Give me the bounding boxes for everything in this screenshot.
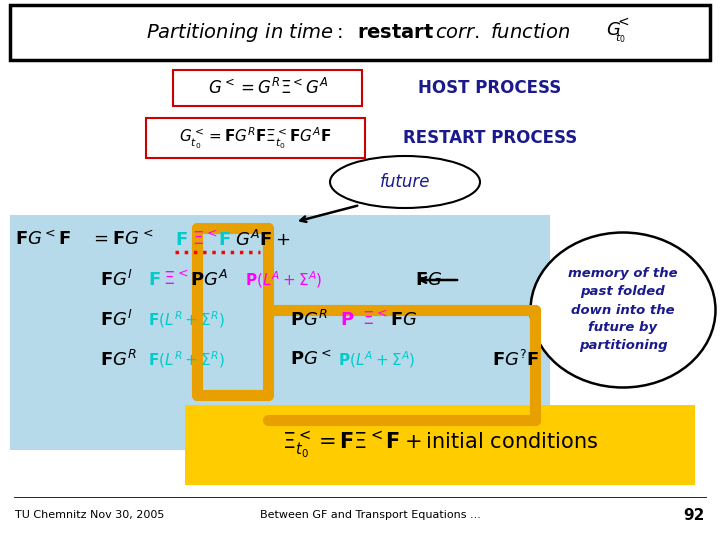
Text: $\Xi^<$: $\Xi^<$ — [163, 271, 188, 289]
Text: $\Xi^<_{t_0}=\mathbf{F}\Xi^<\mathbf{F}+\mathrm{initial\ conditions}$: $\Xi^<_{t_0}=\mathbf{F}\Xi^<\mathbf{F}+\… — [282, 430, 598, 460]
Text: $\mathbf{F}G^<\mathbf{F}$: $\mathbf{F}G^<\mathbf{F}$ — [15, 231, 71, 249]
Text: $<$: $<$ — [615, 15, 630, 29]
Text: $t_0$: $t_0$ — [615, 31, 626, 45]
Text: $\it{corr.\ function}$: $\it{corr.\ function}$ — [435, 24, 570, 43]
Text: $\mathbf{F}(L^R+\Sigma^R)$: $\mathbf{F}(L^R+\Sigma^R)$ — [148, 350, 225, 370]
Text: $\mathbf{P}G^R$: $\mathbf{P}G^R$ — [290, 310, 328, 330]
Text: $\mathbf{F}G^I$: $\mathbf{F}G^I$ — [100, 310, 133, 330]
Text: $\it{Partitioning\ in\ time:}$: $\it{Partitioning\ in\ time:}$ — [146, 22, 355, 44]
FancyBboxPatch shape — [10, 5, 710, 60]
Text: $G^< = G^R\Xi^<G^A$: $G^< = G^R\Xi^<G^A$ — [207, 78, 328, 98]
Ellipse shape — [531, 233, 716, 388]
Text: memory of the
past folded
down into the
future by
partitioning: memory of the past folded down into the … — [568, 267, 678, 353]
Text: HOST PROCESS: HOST PROCESS — [418, 79, 562, 97]
Text: $\mathbf{P}G^<$: $\mathbf{P}G^<$ — [290, 350, 332, 369]
Text: $\mathbf{P}$: $\mathbf{P}$ — [340, 311, 354, 329]
Text: $\mathbf{F}$: $\mathbf{F}$ — [148, 271, 161, 289]
Text: $\mathbf{F}G^R$: $\mathbf{F}G^R$ — [100, 350, 137, 370]
Text: Between GF and Transport Equations ...: Between GF and Transport Equations ... — [260, 510, 480, 520]
Text: $\mathbf{F}(L^R+\Sigma^R)$: $\mathbf{F}(L^R+\Sigma^R)$ — [148, 309, 225, 330]
Text: $=\mathbf{F}G^<$: $=\mathbf{F}G^<$ — [90, 231, 153, 249]
Text: 92: 92 — [683, 508, 705, 523]
Text: $\mathbf{F}G^I$: $\mathbf{F}G^I$ — [100, 270, 133, 290]
Text: RESTART PROCESS: RESTART PROCESS — [403, 129, 577, 147]
Text: $G^<_{t_0}=\mathbf{F}G^R\mathbf{F}\Xi^<_{t_0}\mathbf{F}G^A\mathbf{F}$: $G^<_{t_0}=\mathbf{F}G^R\mathbf{F}\Xi^<_… — [179, 125, 331, 151]
Text: $\mathbf{P}(L^A+\Sigma^A)$: $\mathbf{P}(L^A+\Sigma^A)$ — [338, 350, 415, 370]
FancyBboxPatch shape — [10, 215, 550, 450]
Text: $G^A\mathbf{F}+$: $G^A\mathbf{F}+$ — [235, 230, 290, 250]
Text: $\mathbf{F}G$: $\mathbf{F}G$ — [415, 271, 442, 289]
Ellipse shape — [330, 156, 480, 208]
FancyBboxPatch shape — [146, 118, 365, 158]
Text: $\mathbf{F}$: $\mathbf{F}$ — [218, 231, 230, 249]
Text: $\bf{restart}$: $\bf{restart}$ — [357, 24, 434, 43]
Text: $\mathbf{F}G$: $\mathbf{F}G$ — [390, 311, 418, 329]
Text: $\mathbf{F}G^{?}\mathbf{F}$: $\mathbf{F}G^{?}\mathbf{F}$ — [492, 350, 539, 370]
FancyBboxPatch shape — [185, 405, 695, 485]
Text: $\Xi^<$: $\Xi^<$ — [192, 231, 217, 249]
Text: $G$: $G$ — [606, 21, 621, 39]
Text: TU Chemnitz Nov 30, 2005: TU Chemnitz Nov 30, 2005 — [15, 510, 164, 520]
Text: $\mathbf{P}G^A$: $\mathbf{P}G^A$ — [190, 270, 228, 290]
FancyBboxPatch shape — [173, 70, 362, 106]
Text: $\mathbf{F}$: $\mathbf{F}$ — [175, 231, 188, 249]
Text: $\Xi^<$: $\Xi^<$ — [362, 310, 387, 329]
Text: future: future — [379, 173, 431, 191]
Text: $\mathbf{P}(L^A+\Sigma^A)$: $\mathbf{P}(L^A+\Sigma^A)$ — [245, 269, 323, 291]
